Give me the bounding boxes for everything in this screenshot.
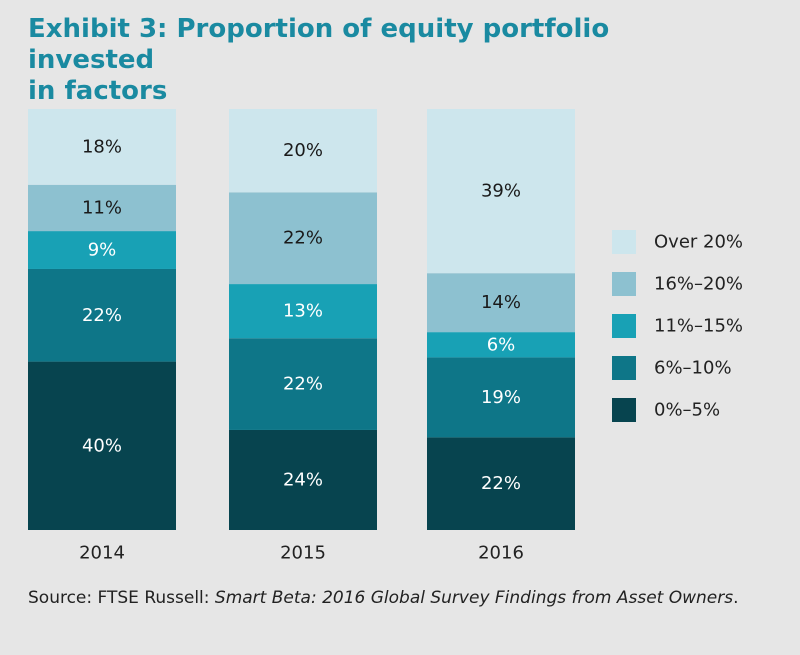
x-tick-label-2015: 2015 xyxy=(280,543,326,564)
legend: Over 20% 16%–20% 11%–15% 6%–10% 0%–5% xyxy=(612,230,743,422)
bar-segment-2016-16pct-20pct xyxy=(427,273,575,333)
legend-label-11pct-15pct: 11%–15% xyxy=(654,316,743,337)
legend-swatch-6pct-10pct xyxy=(612,356,636,380)
bar-stack-2016: 22% 19% 6% 14% 39% xyxy=(427,109,575,530)
bar-segment-2014-over-20pct xyxy=(28,109,176,185)
bar-segment-2014-6pct-10pct xyxy=(28,268,176,362)
data-label-2015-11pct-15pct: 13% xyxy=(283,301,323,322)
bar-segment-2014-0pct-5pct xyxy=(28,361,176,530)
legend-label-0pct-5pct: 0%–5% xyxy=(654,400,720,421)
bar-stack-2015: 24% 22% 13% 22% 20% xyxy=(229,109,377,530)
source-prefix: Source: FTSE Russell: xyxy=(28,588,215,608)
data-label-2015-6pct-10pct: 22% xyxy=(283,374,323,395)
source-note: Source: FTSE Russell: Smart Beta: 2016 G… xyxy=(28,586,768,610)
legend-label-over-20pct: Over 20% xyxy=(654,232,743,253)
bar-segment-2016-0pct-5pct xyxy=(427,437,575,530)
bar-segment-2014-11pct-15pct xyxy=(28,231,176,269)
bar-segment-2016-11pct-15pct xyxy=(427,332,575,358)
data-label-2016-over-20pct: 39% xyxy=(481,181,521,202)
bar-segment-2014-16pct-20pct xyxy=(28,184,176,232)
data-label-2016-0pct-5pct: 22% xyxy=(481,473,521,494)
x-tick-label-2014: 2014 xyxy=(79,543,125,564)
legend-swatch-16pct-20pct xyxy=(612,272,636,296)
legend-item-11pct-15pct: 11%–15% xyxy=(612,314,743,338)
chart-title-line-1: Exhibit 3: Proportion of equity portfoli… xyxy=(28,14,610,75)
bar-segment-2015-11pct-15pct xyxy=(229,284,377,339)
legend-item-16pct-20pct: 16%–20% xyxy=(612,272,743,296)
data-label-2014-16pct-20pct: 11% xyxy=(82,197,122,218)
bar-segment-2015-16pct-20pct xyxy=(229,192,377,285)
legend-swatch-11pct-15pct xyxy=(612,314,636,338)
source-suffix: . xyxy=(733,588,739,608)
data-label-2016-16pct-20pct: 14% xyxy=(481,292,521,313)
x-tick-label-2016: 2016 xyxy=(478,543,524,564)
data-label-2014-6pct-10pct: 22% xyxy=(82,305,122,326)
bar-segment-2015-6pct-10pct xyxy=(229,338,377,430)
legend-item-0pct-5pct: 0%–5% xyxy=(612,398,720,422)
legend-item-over-20pct: Over 20% xyxy=(612,230,743,254)
data-label-2016-11pct-15pct: 6% xyxy=(487,334,516,355)
data-label-2015-over-20pct: 20% xyxy=(283,140,323,161)
legend-item-6pct-10pct: 6%–10% xyxy=(612,356,732,380)
source-publication-title: Smart Beta: 2016 Global Survey Findings … xyxy=(214,588,734,608)
bar-segment-2015-over-20pct xyxy=(229,109,377,193)
legend-label-6pct-10pct: 6%–10% xyxy=(654,358,732,379)
data-label-2014-over-20pct: 18% xyxy=(82,136,122,157)
legend-swatch-over-20pct xyxy=(612,230,636,254)
chart-title: Exhibit 3: Proportion of equity portfoli… xyxy=(28,14,728,107)
bar-stack-2014: 40% 22% 9% 11% 18% xyxy=(28,109,176,530)
legend-label-16pct-20pct: 16%–20% xyxy=(654,274,743,295)
data-label-2015-0pct-5pct: 24% xyxy=(283,469,323,490)
data-label-2015-16pct-20pct: 22% xyxy=(283,228,323,249)
data-label-2016-6pct-10pct: 19% xyxy=(481,387,521,408)
bar-stacks: 40% 22% 9% 11% 18% 24% 22% 13% 22% 20% 22% 19% 6% 14%… xyxy=(28,109,575,530)
bar-segment-2015-0pct-5pct xyxy=(229,429,377,530)
data-label-2014-11pct-15pct: 9% xyxy=(88,240,117,261)
bar-segment-2016-over-20pct xyxy=(427,109,575,274)
data-label-2014-0pct-5pct: 40% xyxy=(82,435,122,456)
bar-segment-2016-6pct-10pct xyxy=(427,357,575,438)
x-axis-labels: 2014 2015 2016 xyxy=(79,543,524,564)
chart-title-line-2: in factors xyxy=(28,76,168,106)
legend-swatch-0pct-5pct xyxy=(612,398,636,422)
